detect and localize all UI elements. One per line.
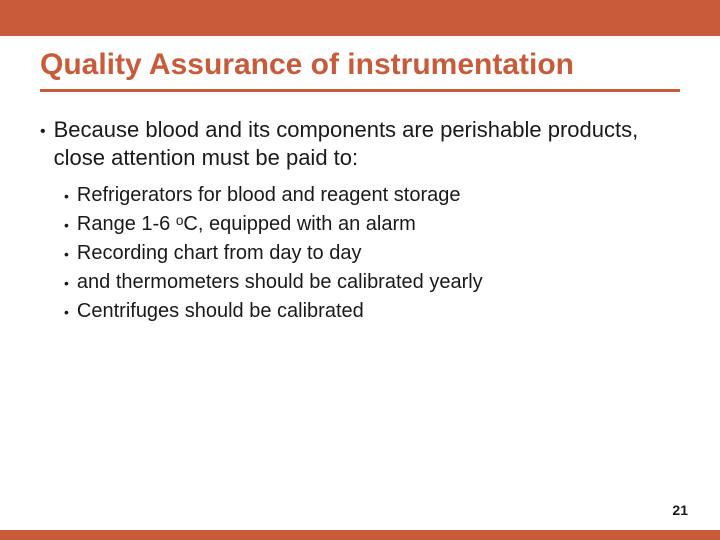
header-accent-bar [0,0,720,36]
sub-bullet-text: Recording chart from day to day [77,239,680,268]
sub-bullet-text: Range 1-6 ᵒC, equipped with an alarm [77,210,680,239]
bullet-icon: • [64,186,69,206]
list-item: • Centrifuges should be calibrated [64,297,680,326]
list-item: • Refrigerators for blood and reagent st… [64,181,680,210]
slide-content: Quality Assurance of instrumentation • B… [0,36,720,326]
main-bullet-text: Because blood and its components are per… [54,116,680,173]
bullet-icon: • [64,215,69,235]
bullet-icon: • [64,244,69,264]
sub-bullet-text: Centrifuges should be calibrated [77,297,680,326]
bullet-icon: • [40,122,46,143]
bullet-icon: • [64,302,69,322]
slide-title: Quality Assurance of instrumentation [40,48,680,92]
list-item: • Recording chart from day to day [64,239,680,268]
sub-bullet-text: and thermometers should be calibrated ye… [77,268,680,297]
list-item: • Range 1-6 ᵒC, equipped with an alarm [64,210,680,239]
sub-bullet-text: Refrigerators for blood and reagent stor… [77,181,680,210]
bullet-icon: • [64,273,69,293]
footer-accent-bar [0,530,720,540]
page-number: 21 [672,502,688,518]
sub-bullet-list: • Refrigerators for blood and reagent st… [64,181,680,326]
list-item: • and thermometers should be calibrated … [64,268,680,297]
main-bullet: • Because blood and its components are p… [40,116,680,173]
